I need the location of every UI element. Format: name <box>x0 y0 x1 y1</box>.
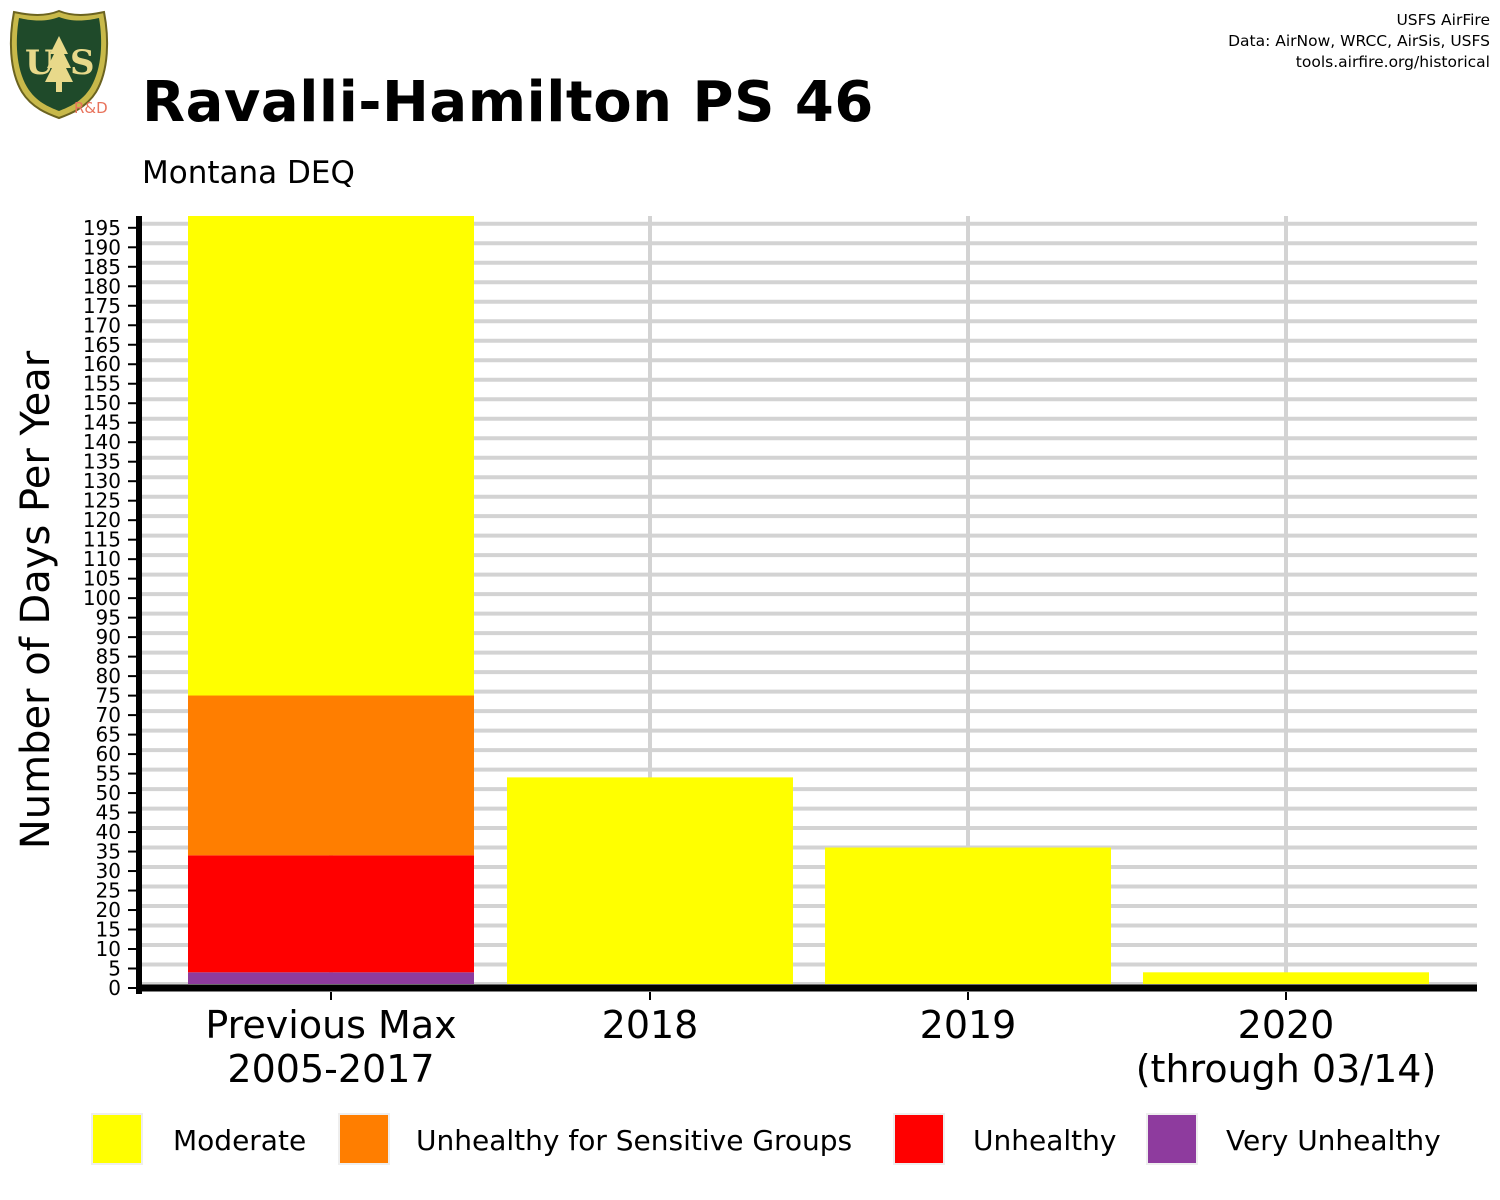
bar-segment-moderate <box>1143 972 1429 984</box>
credit-line: tools.airfire.org/historical <box>1295 53 1490 71</box>
bar-segment-unhealthy-for-sensitive-groups <box>188 695 474 856</box>
y-tick-label: 90 <box>96 625 121 649</box>
y-tick-label: 145 <box>83 411 121 435</box>
bar-segment-unhealthy <box>188 855 474 973</box>
y-tick-label: 35 <box>96 840 121 864</box>
bar-segment-moderate <box>507 777 793 984</box>
x-tick-label: 2019 <box>920 1003 1017 1047</box>
y-tick-label: 150 <box>83 391 121 415</box>
x-tick-label-line: (through 03/14) <box>1136 1047 1437 1091</box>
y-tick-label: 170 <box>83 313 121 337</box>
y-tick-label: 50 <box>96 781 121 805</box>
y-tick-label: 105 <box>83 567 121 591</box>
legend-swatch <box>91 1113 143 1165</box>
y-tick-label: 10 <box>96 937 121 961</box>
y-tick-label: 115 <box>83 528 121 552</box>
x-tick-label-line: 2020 <box>1238 1003 1335 1047</box>
y-tick-label: 160 <box>83 352 121 376</box>
y-tick-label: 45 <box>96 801 121 825</box>
y-tick-label: 15 <box>96 918 121 942</box>
x-tick-label: 2018 <box>602 1003 699 1047</box>
y-tick-label: 55 <box>96 762 121 786</box>
y-tick-label: 165 <box>83 333 121 357</box>
y-tick-label: 100 <box>83 586 121 610</box>
y-tick-label: 30 <box>96 859 121 883</box>
y-tick-label: 125 <box>83 489 121 513</box>
y-tick-label: 175 <box>83 294 121 318</box>
chart-subtitle: Montana DEQ <box>142 155 355 191</box>
svg-text:S: S <box>70 43 95 83</box>
y-tick-label: 65 <box>96 723 121 747</box>
forest-service-logo-icon: U S <box>9 9 109 120</box>
chart-title: Ravalli-Hamilton PS 46 <box>142 70 874 135</box>
y-tick-label: 0 <box>108 976 121 1000</box>
y-tick-label: 20 <box>96 898 121 922</box>
bar-segment-moderate <box>188 216 474 696</box>
y-tick-label: 185 <box>83 255 121 279</box>
bar-segment-very-unhealthy <box>188 972 474 984</box>
y-tick-label: 40 <box>96 820 121 844</box>
y-tick-label: 60 <box>96 742 121 766</box>
credits: USFS AirFire Data: AirNow, WRCC, AirSis,… <box>1228 10 1490 73</box>
y-tick-label: 80 <box>96 664 121 688</box>
y-tick-label: 75 <box>96 684 121 708</box>
x-tick-label-line: 2019 <box>920 1003 1017 1047</box>
y-tick-label: 85 <box>96 645 121 669</box>
x-tick-label-line: Previous Max <box>205 1003 456 1047</box>
legend-swatch <box>338 1113 390 1165</box>
y-tick-label: 120 <box>83 508 121 532</box>
legend-label: Very Unhealthy <box>1226 1124 1441 1157</box>
legend-swatch <box>893 1113 945 1165</box>
y-tick-label: 155 <box>83 372 121 396</box>
legend-swatch <box>1146 1113 1198 1165</box>
x-tick-label: Previous Max 2005-2017 <box>205 1003 456 1091</box>
legend-label: Unhealthy for Sensitive Groups <box>416 1124 853 1157</box>
y-tick-label: 130 <box>83 469 121 493</box>
y-tick-label: 110 <box>83 547 121 571</box>
y-tick-label: 95 <box>96 606 121 630</box>
logo-suffix: R&D <box>74 99 108 117</box>
y-tick-label: 195 <box>83 216 121 240</box>
x-tick-label-line: 2018 <box>602 1003 699 1047</box>
y-tick-label: 140 <box>83 430 121 454</box>
credit-line: Data: AirNow, WRCC, AirSis, USFS <box>1228 32 1490 50</box>
y-tick-label: 70 <box>96 703 121 727</box>
y-tick-label: 190 <box>83 235 121 259</box>
bar-segment-moderate <box>825 847 1111 984</box>
x-tick-label: 2020 (through 03/14) <box>1136 1003 1437 1091</box>
credit-line: USFS AirFire <box>1396 11 1490 29</box>
y-tick-label: 25 <box>96 879 121 903</box>
legend: Moderate Unhealthy for Sensitive Groups Un… <box>0 1110 1500 1170</box>
y-tick-label: 5 <box>108 957 121 981</box>
y-tick-label: 135 <box>83 450 121 474</box>
y-tick-label: 180 <box>83 274 121 298</box>
legend-label: Moderate <box>173 1124 307 1157</box>
x-tick-label-line: 2005-2017 <box>227 1047 434 1091</box>
legend-label: Unhealthy <box>973 1124 1117 1157</box>
